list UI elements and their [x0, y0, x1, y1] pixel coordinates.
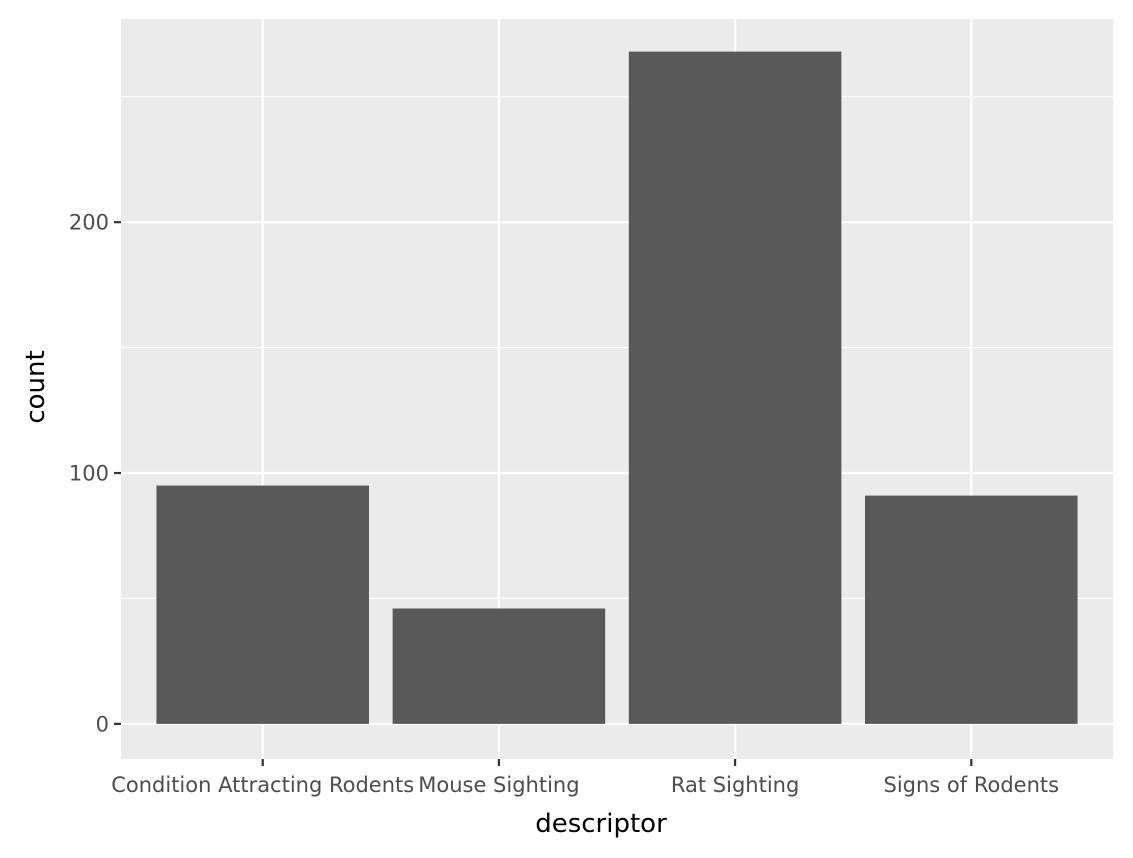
bars [156, 51, 1078, 724]
x-axis-title: descriptor [535, 809, 667, 839]
bar-1 [392, 608, 606, 724]
y-tick-label-1: 100 [69, 462, 109, 486]
x-tick-label-2: Rat Sighting [671, 773, 799, 797]
x-tick-label-3: Signs of Rodents [883, 773, 1059, 797]
bar-2 [628, 51, 842, 724]
bar-0 [156, 485, 369, 724]
y-axis-title: count [21, 350, 51, 423]
x-tick-label-0: Condition Attracting Rodents [111, 773, 414, 797]
y-axis-ticks: 0 100 200 [69, 211, 121, 736]
y-tick-label-0: 0 [96, 712, 109, 736]
x-axis-ticks: Condition Attracting Rodents Mouse Sighti… [111, 759, 1059, 797]
bar-3 [865, 495, 1078, 724]
x-tick-label-1: Mouse Sighting [418, 773, 579, 797]
y-tick-label-2: 200 [69, 211, 109, 235]
